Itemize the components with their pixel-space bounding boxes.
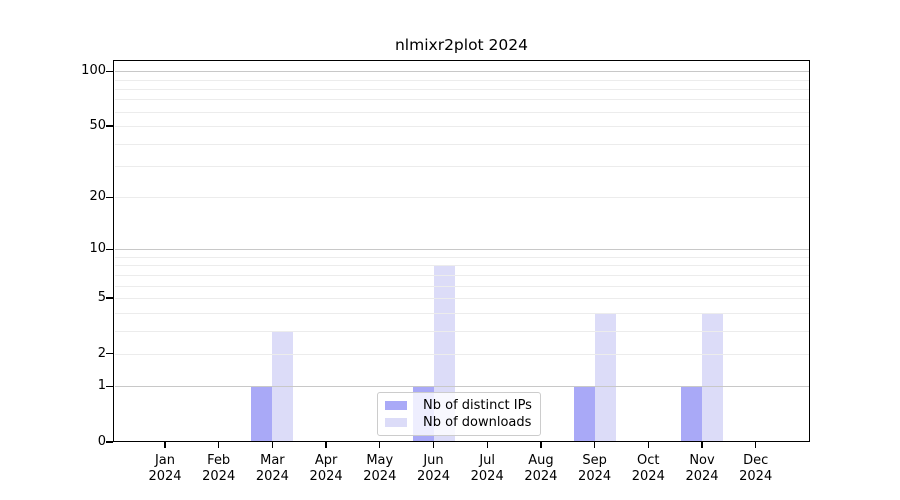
- xtick-mark-apr: [325, 442, 327, 448]
- xtick-label-year-dec: 2024: [739, 469, 773, 484]
- gridline-y-40: [115, 143, 809, 145]
- xtick-label-year-oct: 2024: [631, 469, 665, 484]
- xtick-label-month-jul: Jul: [479, 453, 496, 468]
- ytick-mark-20: [106, 196, 113, 199]
- gridline-y-8: [115, 265, 809, 267]
- gridline-y-20: [115, 197, 809, 199]
- xtick-label-year-aug: 2024: [524, 469, 558, 484]
- gridline-y-3: [115, 330, 809, 332]
- ytick-mark-1: [106, 385, 113, 387]
- legend-entry-distinct-ips: Nb of distinct IPs: [385, 397, 536, 414]
- bar-distinct-ips-sep: [573, 386, 595, 442]
- bar-downloads-sep: [594, 312, 616, 442]
- legend-label-distinct-ips: Nb of distinct IPs: [423, 398, 532, 413]
- xtick-label-year-nov: 2024: [685, 469, 719, 484]
- xtick-label-year-apr: 2024: [309, 469, 343, 484]
- gridline-y-4: [115, 312, 809, 314]
- gridline-y-1: [115, 386, 809, 388]
- ytick-mark-50: [106, 125, 113, 127]
- xtick-label-year-jan: 2024: [148, 469, 182, 484]
- xtick-mark-jan: [164, 442, 166, 448]
- xtick-mark-sep: [593, 442, 596, 448]
- bar-distinct-ips-mar: [251, 386, 273, 442]
- ytick-mark-100: [106, 70, 113, 72]
- xtick-mark-mar: [271, 442, 274, 448]
- ytick-label-100: 100: [81, 63, 106, 79]
- gridline-y-6: [115, 285, 809, 287]
- chart-title: nlmixr2plot 2024: [394, 36, 529, 54]
- gridline-y-70: [115, 99, 809, 101]
- bar-distinct-ips-nov: [681, 386, 702, 442]
- ytick-mark-0: [106, 441, 113, 443]
- bar-downloads-mar: [272, 330, 294, 442]
- ytick-label-2: 2: [97, 345, 106, 361]
- xtick-mark-jul: [486, 442, 488, 448]
- xtick-label-month-nov: Nov: [689, 453, 715, 468]
- xtick-label-month-aug: Aug: [528, 453, 554, 468]
- ytick-label-20: 20: [89, 189, 106, 205]
- xtick-label-month-feb: Feb: [207, 453, 231, 468]
- legend-swatch-distinct-ips: [385, 401, 407, 410]
- ytick-label-10: 10: [89, 241, 106, 257]
- xtick-label-year-jul: 2024: [470, 469, 504, 484]
- xtick-label-month-apr: Apr: [314, 453, 338, 468]
- xtick-label-year-mar: 2024: [255, 469, 289, 484]
- legend-swatch-downloads: [385, 418, 407, 427]
- gridline-y-9: [115, 257, 809, 258]
- xtick-label-month-jan: Jan: [154, 453, 176, 468]
- legend-entry-downloads: Nb of downloads: [385, 414, 536, 431]
- ytick-label-50: 50: [89, 118, 106, 134]
- xtick-label-month-may: May: [366, 453, 394, 468]
- xtick-mark-feb: [218, 442, 220, 448]
- xtick-mark-aug: [540, 442, 542, 448]
- gridline-y-90: [115, 79, 809, 81]
- gridline-y-60: [115, 111, 809, 113]
- gridline-y-7: [115, 274, 809, 276]
- xtick-label-year-feb: 2024: [202, 469, 236, 484]
- ytick-label-0: 0: [97, 434, 106, 449]
- xtick-label-year-jun: 2024: [416, 469, 451, 484]
- xtick-label-month-dec: Dec: [743, 453, 769, 468]
- gridline-y-100: [115, 71, 809, 73]
- ytick-label-5: 5: [97, 290, 106, 305]
- gridline-y-10: [115, 249, 809, 251]
- ytick-label-1: 1: [97, 378, 106, 394]
- xtick-label-month-sep: Sep: [582, 453, 607, 468]
- xtick-mark-nov: [701, 442, 703, 448]
- gridline-y-30: [115, 166, 809, 167]
- legend: Nb of distinct IPs Nb of downloads: [377, 392, 541, 436]
- gridline-y-80: [115, 88, 809, 90]
- gridline-y-50: [115, 126, 809, 127]
- ytick-mark-2: [106, 353, 113, 355]
- xtick-mark-may: [379, 442, 381, 448]
- xtick-label-month-mar: Mar: [260, 453, 285, 468]
- ytick-mark-5: [106, 297, 113, 299]
- xtick-label-year-may: 2024: [363, 469, 397, 484]
- xtick-mark-oct: [647, 442, 649, 448]
- xtick-mark-jun: [432, 442, 435, 448]
- xtick-mark-dec: [755, 442, 757, 448]
- xtick-label-month-oct: Oct: [637, 453, 660, 468]
- xtick-label-year-sep: 2024: [578, 469, 612, 484]
- bar-downloads-nov: [702, 312, 723, 442]
- xtick-label-month-jun: Jun: [423, 453, 444, 468]
- legend-label-downloads: Nb of downloads: [423, 415, 532, 430]
- ytick-mark-10: [106, 248, 113, 250]
- gridline-y-5: [115, 298, 809, 299]
- gridline-y-2: [115, 353, 809, 355]
